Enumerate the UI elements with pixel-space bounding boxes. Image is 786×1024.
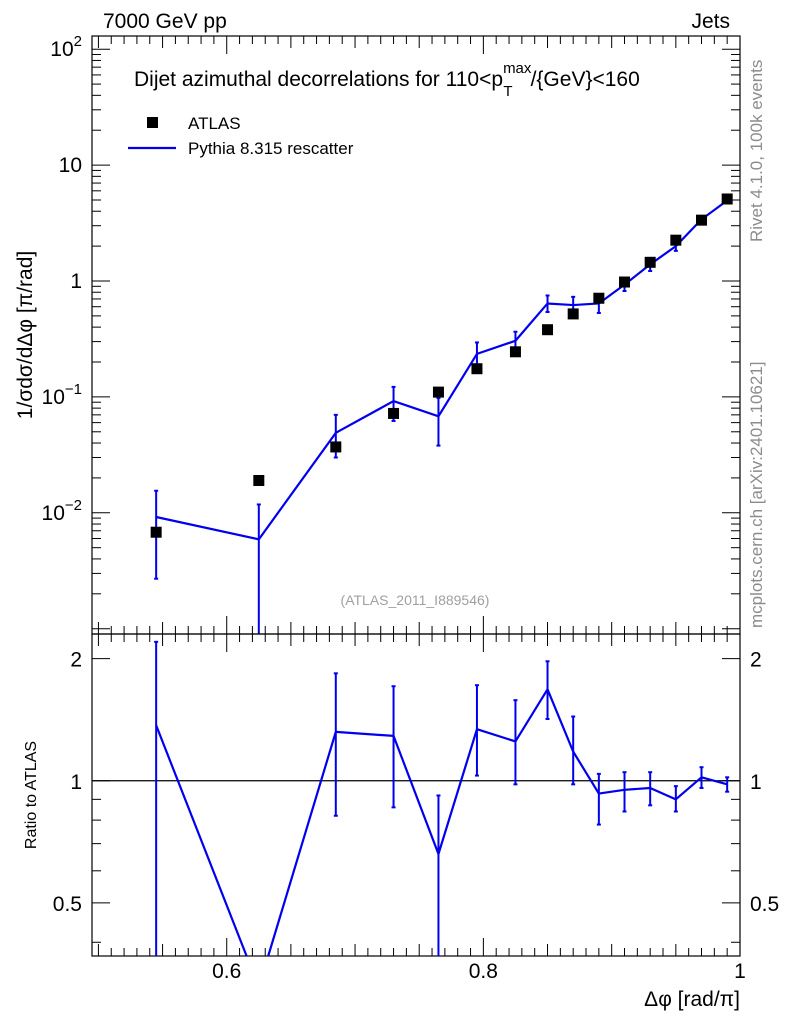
x-tick-label: 0.6 xyxy=(212,960,241,983)
atlas-data-point xyxy=(471,363,483,375)
energy-label: 7000 GeV pp xyxy=(103,10,227,33)
atlas-data-point xyxy=(644,256,656,268)
ratio-line-segment xyxy=(514,688,549,743)
main-panel: 102 10 1 10−1 10−2 1/σdσ/dΔφ [π/rad] Dijet a… xyxy=(14,33,741,635)
ratio-line-segment xyxy=(476,728,516,743)
ratio-y-tick-label: 0.5 xyxy=(53,893,82,916)
mc-series xyxy=(154,197,730,634)
atlas-data-point xyxy=(670,234,682,246)
main-y-tick-label: 10 xyxy=(59,154,82,177)
main-y-axis-title: 1/σdσ/dΔφ [π/rad] xyxy=(14,251,37,419)
main-y-tick-label: 10−1 xyxy=(42,381,82,409)
ratio-panel: 0.5 0.5 1 1 2 2 0.6 0.8 1 Ratio to ATLAS Δφ [ra… xyxy=(23,633,779,1011)
ratio-x-ticks xyxy=(97,634,741,956)
ratio-line-segment xyxy=(155,724,248,957)
ratio-line-segment xyxy=(701,776,728,786)
main-y-tick-labels: 102 10 1 10−1 10−2 xyxy=(42,33,82,525)
ratio-line-segment xyxy=(624,786,651,791)
legend-mc-label: Pythia 8.315 rescatter xyxy=(188,139,354,158)
ratio-line-segment xyxy=(392,735,440,855)
ratio-y-tick-label-right: 0.5 xyxy=(750,893,779,916)
ratio-series xyxy=(154,640,730,957)
atlas-data-point xyxy=(432,386,444,398)
ratio-line-segment xyxy=(335,730,394,738)
atlas-data-point xyxy=(696,214,708,226)
x-tick-label: 0.8 xyxy=(469,960,498,983)
ratio-x-tick-labels: 0.6 0.8 1 xyxy=(212,960,746,983)
atlas-data-point xyxy=(253,474,265,486)
atlas-data-point xyxy=(619,276,631,288)
atlas-data-point xyxy=(593,292,605,304)
main-y-tick-label: 102 xyxy=(50,33,82,61)
ratio-line-segment xyxy=(649,786,677,801)
ratio-line-segment xyxy=(546,688,575,753)
rivet-version-label: Rivet 4.1.0, 100k events xyxy=(747,60,766,242)
atlas-data-point xyxy=(150,526,162,538)
ratio-y-tick-label: 1 xyxy=(70,771,82,794)
chart-title: Dijet azimuthal decorrelations for 110<p… xyxy=(134,60,640,100)
mc-line xyxy=(155,199,728,541)
atlas-data-point xyxy=(721,193,733,205)
atlas-data-point xyxy=(509,346,521,358)
ratio-line-segment xyxy=(598,788,625,795)
atlas-data-point xyxy=(388,407,400,419)
process-label: Jets xyxy=(691,10,730,33)
main-x-ticks xyxy=(97,36,741,634)
ratio-line-segment xyxy=(267,731,337,957)
atlas-data-point xyxy=(542,324,554,336)
ratio-line-segment xyxy=(675,776,703,801)
ratio-y-axis-title: Ratio to ATLAS xyxy=(23,741,40,849)
analysis-watermark: (ATLAS_2011_I889546) xyxy=(341,592,490,608)
ratio-y-tick-label: 2 xyxy=(70,649,82,672)
ratio-frame xyxy=(91,633,741,957)
legend-data-label: ATLAS xyxy=(188,114,241,133)
atlas-data-series xyxy=(150,193,733,538)
ratio-line-segment xyxy=(572,751,600,795)
ratio-y-ticks xyxy=(92,658,740,943)
main-y-tick-label: 10−2 xyxy=(42,497,82,525)
mcplots-label: mcplots.cern.ch [arXiv:2401.10621] xyxy=(747,362,766,628)
ratio-y-tick-label-right: 2 xyxy=(750,649,762,672)
x-axis-title: Δφ [rad/π] xyxy=(644,988,740,1011)
ratio-y-tick-label-right: 1 xyxy=(750,771,762,794)
atlas-data-point xyxy=(330,441,342,453)
main-y-ticks xyxy=(92,48,740,635)
x-tick-label: 1 xyxy=(734,960,746,983)
atlas-data-point xyxy=(567,308,579,320)
main-y-tick-label: 1 xyxy=(70,270,82,293)
ratio-line-segment xyxy=(437,728,479,855)
legend-data-marker xyxy=(147,117,158,128)
ratio-y-tick-labels: 0.5 0.5 1 1 2 2 xyxy=(53,649,779,916)
